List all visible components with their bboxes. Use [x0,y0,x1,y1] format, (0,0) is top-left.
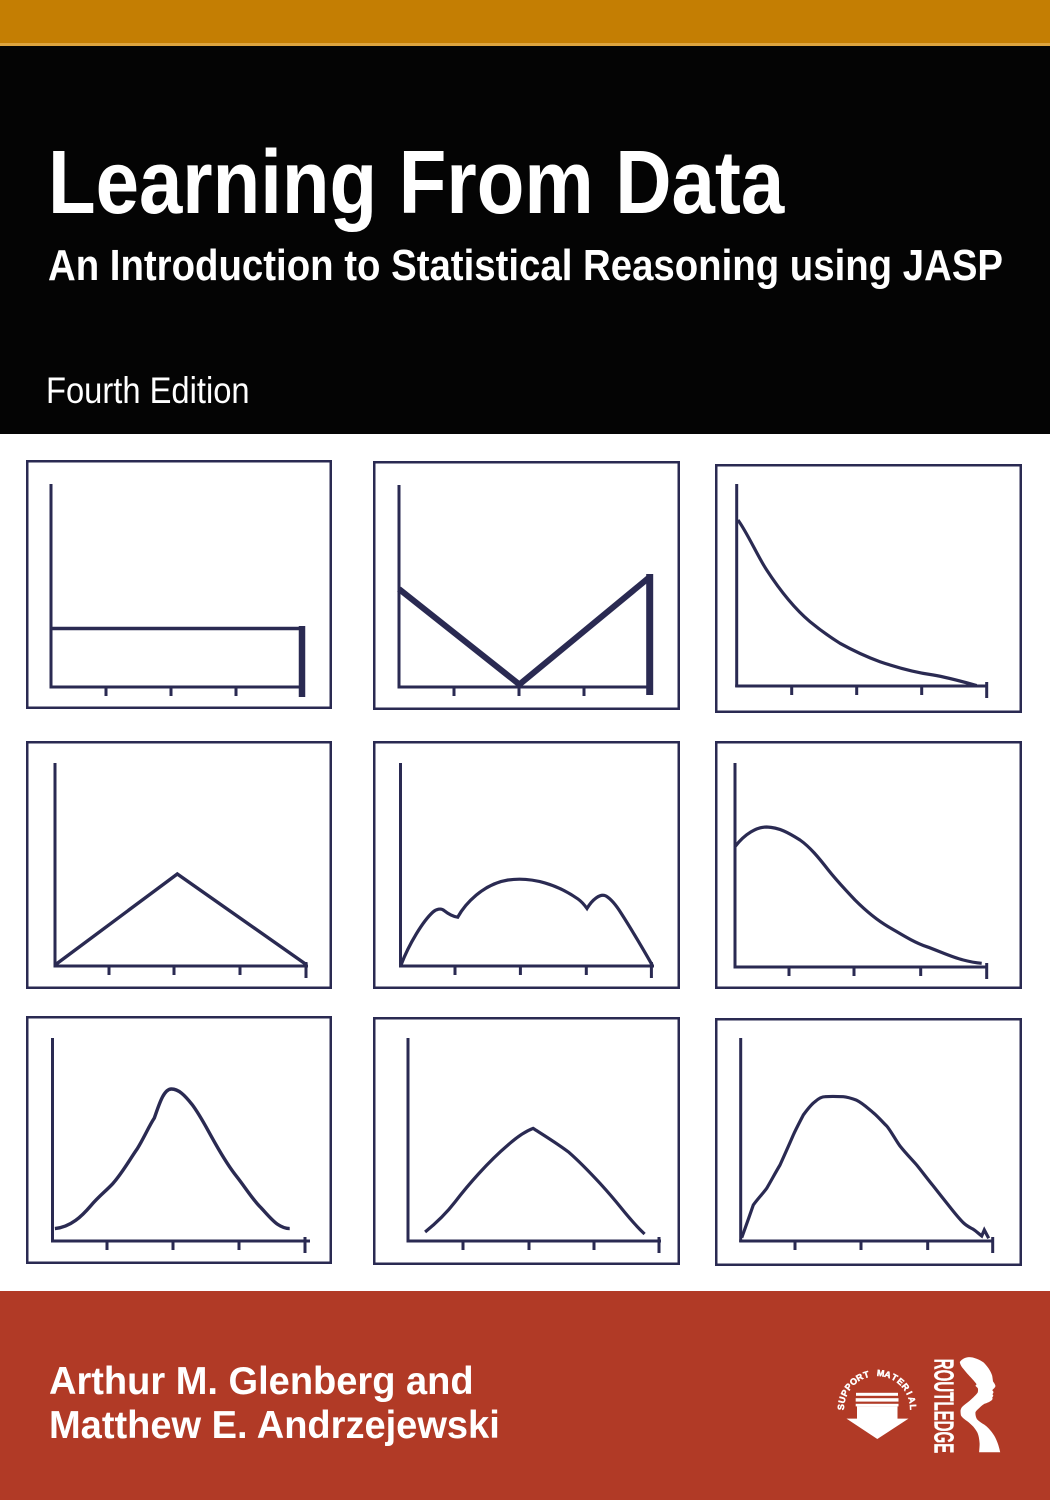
svg-text:S: S [836,1404,846,1411]
svg-text:U: U [837,1396,848,1405]
svg-text:T: T [890,1372,900,1384]
svg-text:R: R [854,1371,865,1383]
svg-text:P: P [839,1388,851,1398]
svg-text:T: T [862,1369,871,1380]
svg-text:P: P [843,1382,855,1393]
svg-text:A: A [906,1396,917,1405]
svg-text:L: L [908,1404,918,1411]
svg-text:M: M [876,1368,884,1379]
svg-text:E: E [895,1376,906,1388]
svg-text:A: A [883,1369,893,1381]
svg-text:ROUTLEDGE: ROUTLEDGE [928,1359,959,1454]
svg-text:I: I [904,1390,914,1397]
